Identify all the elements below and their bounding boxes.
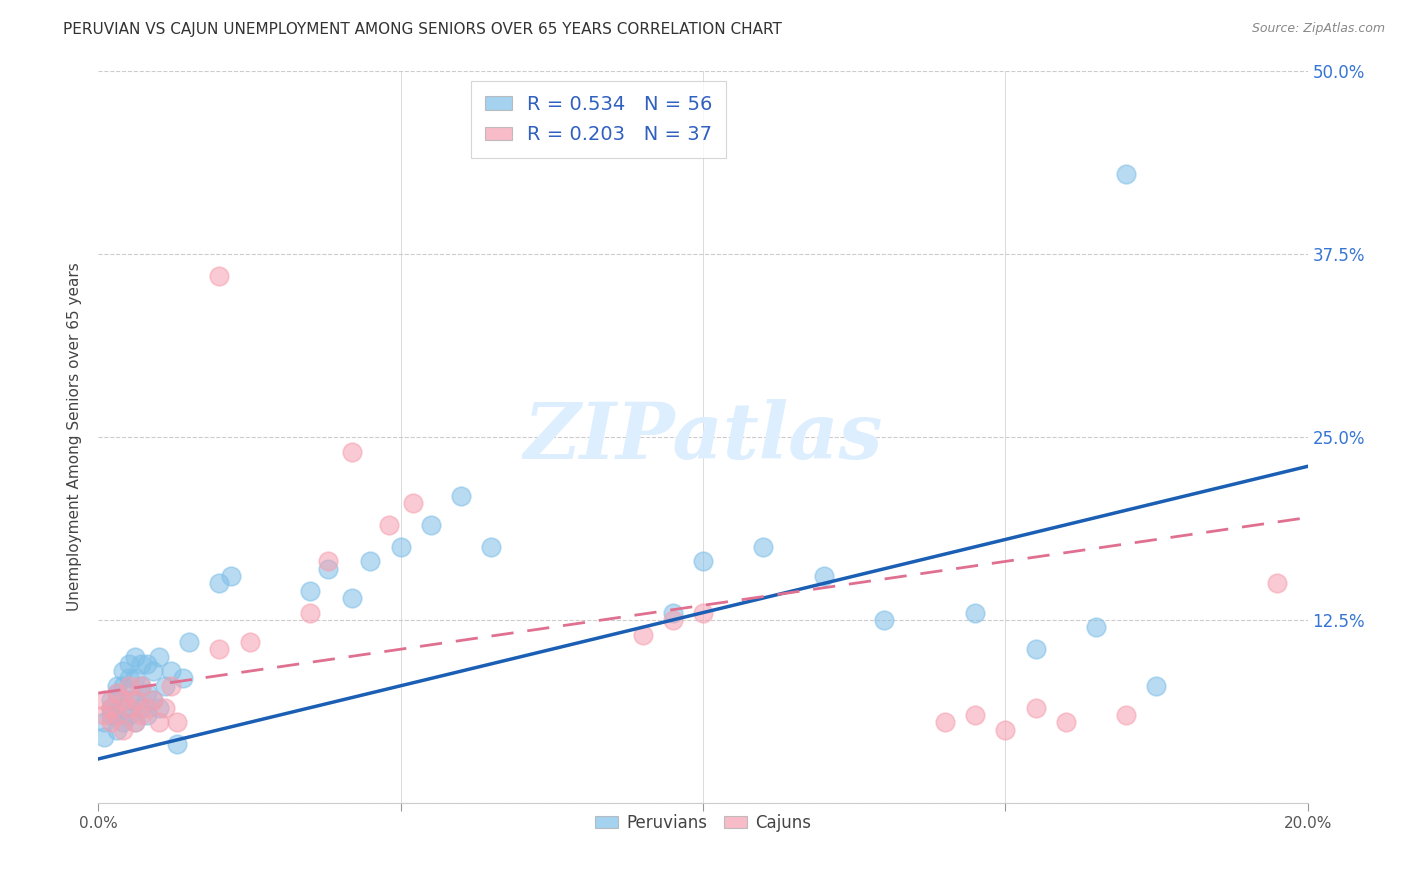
Point [129, 679, 152, 693]
Point [111, 664, 134, 678]
Point [105, 708, 128, 723]
Point [135, 708, 157, 723]
Point [100, 700, 122, 714]
Point [100, 700, 122, 714]
Point [1144, 679, 1167, 693]
Point [111, 723, 134, 737]
Point [148, 649, 170, 664]
Point [1024, 700, 1046, 714]
Point [172, 672, 194, 686]
Point [316, 562, 339, 576]
Point [129, 657, 152, 671]
Point [153, 679, 176, 693]
Point [692, 606, 714, 620]
Point [129, 700, 152, 714]
Point [208, 642, 231, 657]
Point [160, 664, 183, 678]
Point [118, 708, 141, 723]
Point [93, 693, 115, 707]
Point [813, 569, 835, 583]
Point [129, 679, 152, 693]
Point [1115, 708, 1137, 723]
Point [111, 693, 134, 707]
Point [661, 613, 683, 627]
Point [93, 730, 115, 744]
Point [1115, 167, 1137, 181]
Point [148, 715, 170, 730]
Legend: Peruvians, Cajuns: Peruvians, Cajuns [588, 807, 818, 838]
Point [142, 693, 165, 707]
Point [135, 686, 157, 700]
Y-axis label: Unemployment Among Seniors over 65 years: Unemployment Among Seniors over 65 years [67, 263, 83, 611]
Point [166, 737, 188, 751]
Point [124, 715, 146, 730]
Point [105, 723, 128, 737]
Point [105, 686, 128, 700]
Point [873, 613, 896, 627]
Text: Source: ZipAtlas.com: Source: ZipAtlas.com [1251, 22, 1385, 36]
Point [135, 657, 157, 671]
Point [316, 554, 339, 568]
Point [450, 489, 472, 503]
Point [100, 708, 122, 723]
Point [124, 649, 146, 664]
Point [153, 700, 176, 714]
Point [389, 540, 412, 554]
Point [142, 693, 165, 707]
Point [105, 708, 128, 723]
Point [1085, 620, 1108, 634]
Point [105, 686, 128, 700]
Point [965, 606, 987, 620]
Point [111, 715, 134, 730]
Point [148, 700, 170, 714]
Point [124, 693, 146, 707]
Point [166, 715, 188, 730]
Point [124, 693, 146, 707]
Point [160, 679, 183, 693]
Point [129, 708, 152, 723]
Point [100, 693, 122, 707]
Point [934, 715, 956, 730]
Point [118, 679, 141, 693]
Point [239, 635, 262, 649]
Text: ZIPatlas: ZIPatlas [523, 399, 883, 475]
Point [179, 635, 201, 649]
Point [124, 672, 146, 686]
Point [377, 517, 399, 532]
Point [118, 700, 141, 714]
Point [1024, 642, 1046, 657]
Point [93, 708, 115, 723]
Point [631, 627, 654, 641]
Point [1054, 715, 1077, 730]
Point [481, 540, 503, 554]
Point [299, 583, 322, 598]
Point [299, 606, 322, 620]
Point [100, 715, 122, 730]
Point [420, 517, 443, 532]
Point [994, 723, 1017, 737]
Point [402, 496, 425, 510]
Point [118, 657, 141, 671]
Point [1267, 576, 1289, 591]
Point [692, 554, 714, 568]
Point [118, 672, 141, 686]
Point [111, 700, 134, 714]
Point [221, 569, 243, 583]
Point [93, 715, 115, 730]
Point [135, 700, 157, 714]
Point [965, 708, 987, 723]
Point [124, 715, 146, 730]
Point [208, 269, 231, 284]
Point [208, 576, 231, 591]
Point [342, 444, 364, 458]
Point [661, 606, 683, 620]
Point [142, 664, 165, 678]
Point [105, 679, 128, 693]
Text: PERUVIAN VS CAJUN UNEMPLOYMENT AMONG SENIORS OVER 65 YEARS CORRELATION CHART: PERUVIAN VS CAJUN UNEMPLOYMENT AMONG SEN… [63, 22, 782, 37]
Point [752, 540, 775, 554]
Point [360, 554, 382, 568]
Point [118, 693, 141, 707]
Point [342, 591, 364, 605]
Point [111, 679, 134, 693]
